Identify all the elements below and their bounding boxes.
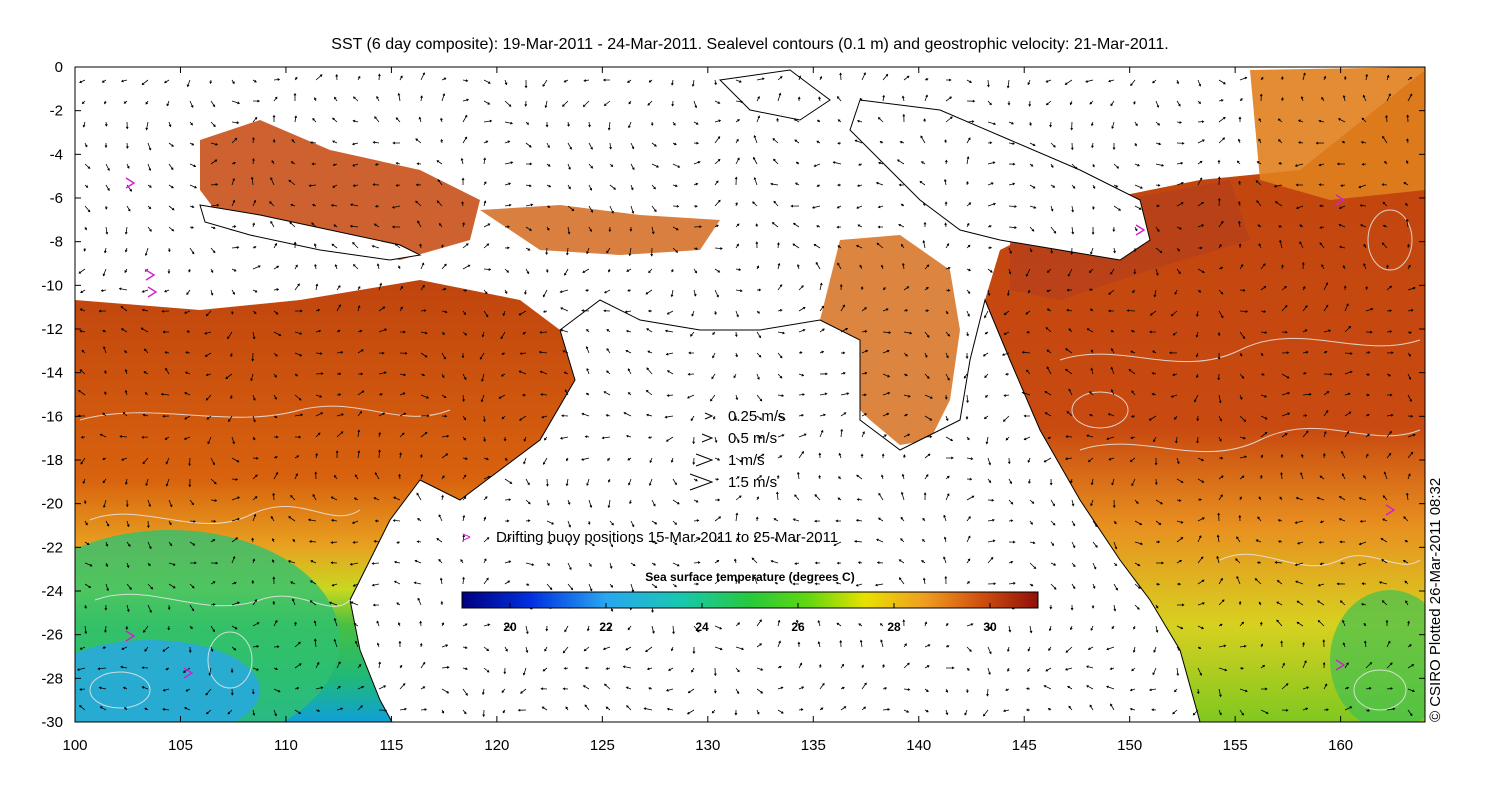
y-tick-label: -26 [41,627,63,644]
colorbar-gradient [461,591,1039,609]
x-tick-label: 160 [1328,737,1353,754]
y-tick-label: -2 [50,103,63,120]
velocity-legend-arrow [695,453,714,467]
colorbar-title: Sea surface temperature (degrees C) [645,570,854,584]
x-tick-label: 140 [906,737,931,754]
colorbar-tick-label: 26 [791,620,805,634]
colorbar-tick-label: 28 [887,620,901,634]
velocity-legend-arrow [704,412,714,420]
sealevel-contours [79,209,1421,711]
y-tick-label: -20 [41,496,63,513]
colorbar-tick-label: 30 [983,620,997,634]
x-tick-label: 150 [1117,737,1142,754]
buoy-track [125,630,136,642]
x-tick-label: 135 [801,737,826,754]
y-tick-label: -18 [41,452,63,469]
x-tick-label: 125 [590,737,615,754]
map-title: SST (6 day composite): 19-Mar-2011 - 24-… [331,36,1169,53]
x-tick-label: 110 [274,737,298,754]
velocity-legend-arrow [689,473,714,491]
buoy-legend: > Drifting buoy positions 15-Mar-2011 to… [462,529,838,546]
y-tick-label: -12 [41,321,63,338]
colorbar-tick-label: 24 [695,620,709,634]
y-axis: 0 -2 -4 -6 -8 -10 -12 -14 -16 -18 -20 -22 -24 -26 -28 -… [41,59,1425,731]
x-tick-label: 120 [484,737,509,754]
y-tick-label: -28 [41,670,63,687]
y-tick-label: -22 [41,539,63,556]
velocity-legend-label: 0.5 m/s [728,430,777,447]
colorbar-tick-label: 22 [599,620,613,634]
y-tick-label: -16 [41,408,63,425]
y-tick-label: -24 [41,583,63,600]
velocity-arrow-field [76,72,1416,718]
x-tick-label: 105 [168,737,193,754]
colorbar-tick-label: 20 [503,620,517,634]
x-tick-label: 100 [62,737,87,754]
velocity-legend-label: 0.25 m/s [728,408,786,425]
y-tick-label: -14 [41,365,63,382]
x-axis: 100 105 110 115 120 125 130 135 140 145 150 155 160 [62,67,1353,754]
velocity-arrows [76,72,1416,718]
buoy-track [147,286,158,298]
velocity-legend-arrow [701,433,714,443]
x-tick-label: 155 [1223,737,1248,754]
velocity-legend-label: 1 m/s [728,452,765,469]
sst-field [75,67,1425,722]
buoy-track [1385,504,1396,516]
y-tick-label: 0 [55,59,63,76]
x-tick-label: 130 [695,737,720,754]
buoy-track [1135,224,1146,236]
plot-frame [74,66,1426,723]
velocity-legend: 0.25 m/s 0.5 m/s 1 m/s 1.5 m/s [689,408,786,491]
y-tick-label: -4 [50,146,63,163]
velocity-legend-label: 1.5 m/s [728,474,777,491]
buoy-track [183,667,194,679]
buoy-legend-label: Drifting buoy positions 15-Mar-2011 to 2… [496,529,838,546]
y-tick-label: -10 [41,277,63,294]
x-tick-label: 115 [379,737,403,754]
buoy-legend-symbol: > [462,529,471,546]
buoy-track [1335,194,1346,206]
buoy-track [125,177,136,189]
buoy-track [1335,659,1346,671]
credit-text: © CSIRO Plotted 26-Mar-2011 08:32 [1427,478,1444,722]
y-tick-label: -6 [50,190,63,207]
y-tick-label: -30 [41,714,63,731]
drifting-buoys [125,177,1396,679]
colorbar: Sea surface temperature (degrees C) 20 22… [461,570,1039,634]
y-tick-label: -8 [50,234,63,251]
buoy-track [145,269,156,281]
colorbar-ticks: 20 22 24 26 28 30 [503,603,997,634]
x-tick-label: 145 [1012,737,1037,754]
